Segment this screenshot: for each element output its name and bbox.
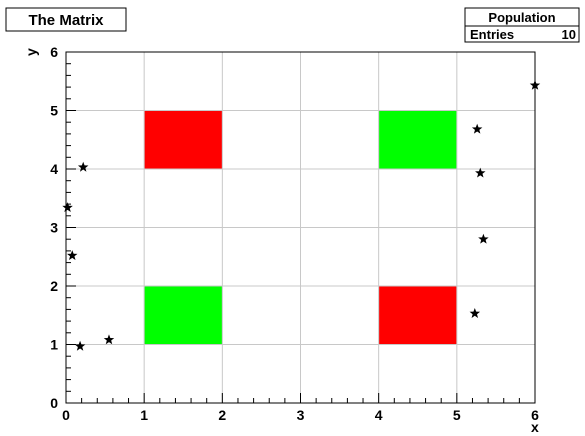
y-tick-label: 0 xyxy=(50,395,58,411)
data-point-7 xyxy=(478,233,489,244)
matrix-cell-4 xyxy=(378,286,457,345)
data-point-6 xyxy=(469,308,481,318)
x-tick-label: 5 xyxy=(453,407,461,423)
stats-entries-value: 10 xyxy=(562,27,576,42)
x-tick-label: 0 xyxy=(62,407,70,423)
data-point-10 xyxy=(529,79,541,90)
y-tick-label: 2 xyxy=(50,278,58,294)
title-box: The Matrix xyxy=(5,7,127,32)
y-tick-label: 6 xyxy=(50,44,58,60)
matrix-cell-2 xyxy=(378,110,457,169)
data-point-9 xyxy=(471,123,483,134)
x-tick-label: 2 xyxy=(218,407,226,423)
stats-entries-label: Entries xyxy=(470,27,514,42)
x-tick-label: 3 xyxy=(297,407,305,423)
y-tick-label: 1 xyxy=(50,337,58,353)
data-point-4 xyxy=(62,202,73,213)
stats-title: Population xyxy=(488,10,555,25)
data-point-8 xyxy=(475,167,486,178)
points-layer xyxy=(62,79,541,351)
chart-title: The Matrix xyxy=(28,12,104,29)
y-axis-label: y xyxy=(23,48,39,56)
x-tick-label: 1 xyxy=(140,407,148,423)
data-point-3 xyxy=(67,250,78,261)
x-axis-label: x xyxy=(531,419,539,435)
y-tick-label: 5 xyxy=(50,103,58,119)
cells-layer xyxy=(144,110,457,345)
x-tick-label: 6 xyxy=(531,407,539,423)
grid-layer xyxy=(66,52,535,403)
data-point-5 xyxy=(77,161,89,172)
y-tick-label: 3 xyxy=(50,220,58,236)
y-tick-label: 4 xyxy=(50,161,58,177)
matrix-cell-3 xyxy=(144,286,223,345)
x-tick-label: 4 xyxy=(375,407,383,423)
stats-box: Population Entries 10 xyxy=(464,7,580,43)
data-point-1 xyxy=(74,340,86,351)
matrix-cell-1 xyxy=(144,110,223,169)
data-point-2 xyxy=(103,334,115,345)
